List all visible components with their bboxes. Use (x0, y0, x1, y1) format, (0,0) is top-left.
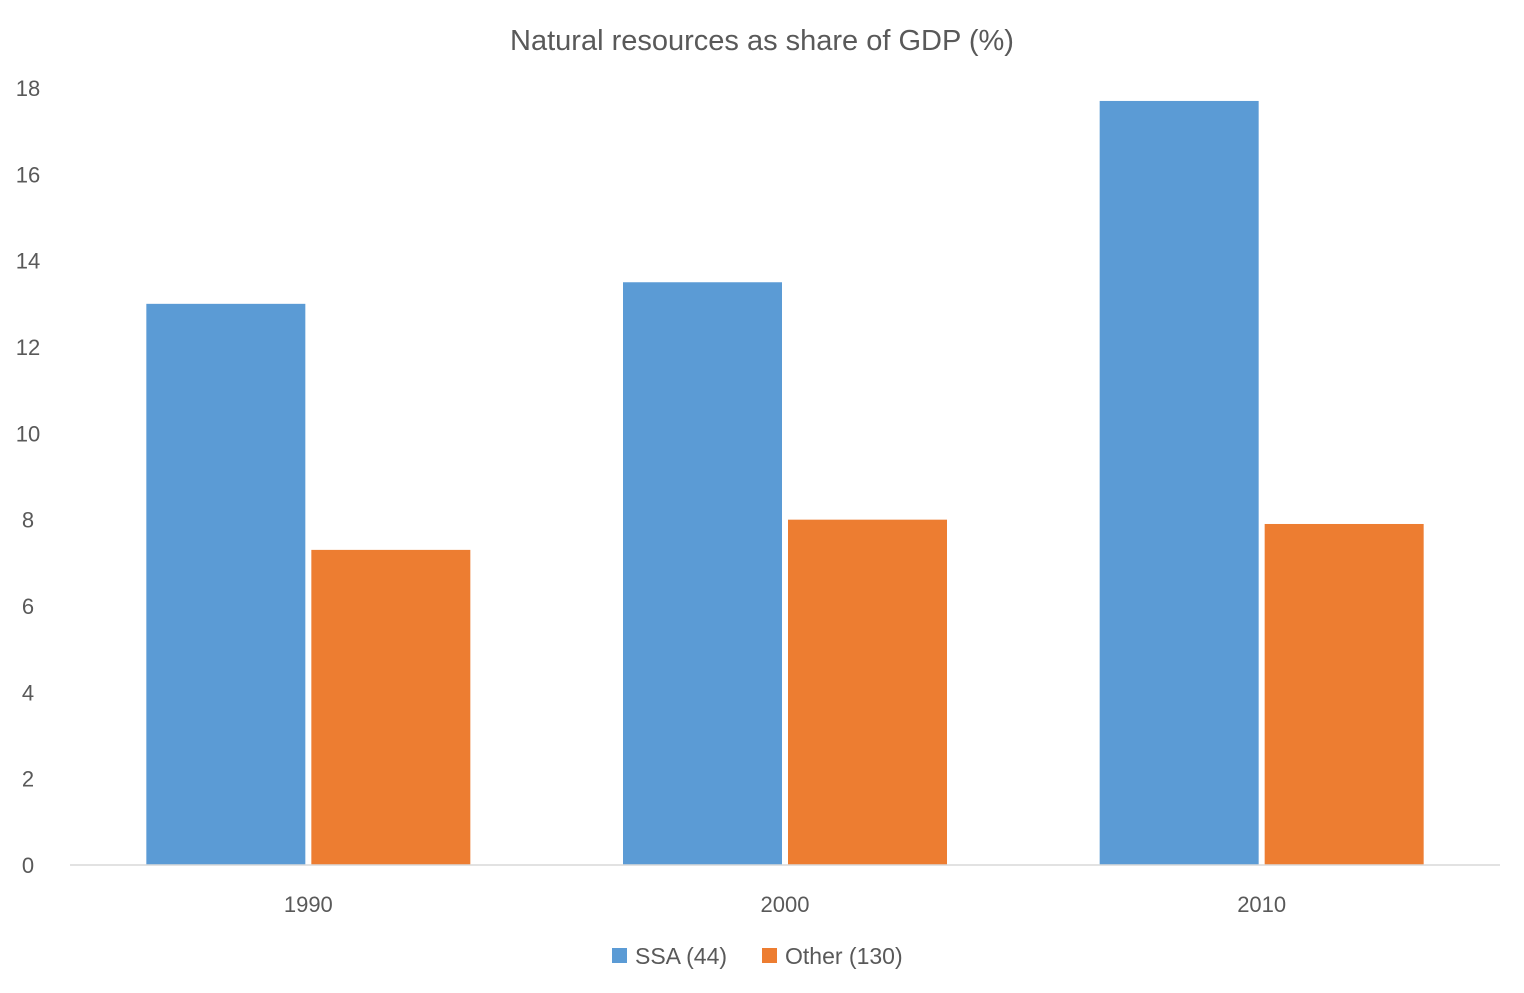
y-tick-label: 8 (22, 508, 34, 533)
x-tick-label: 1990 (284, 892, 333, 917)
y-tick-label: 4 (22, 680, 34, 705)
y-tick-label: 12 (16, 335, 40, 360)
y-tick-label: 18 (16, 76, 40, 101)
x-tick-label: 2000 (761, 892, 810, 917)
y-tick-label: 0 (22, 853, 34, 878)
y-tick-label: 10 (16, 421, 40, 446)
y-tick-label: 14 (16, 249, 40, 274)
bar-ssa-1990 (146, 303, 306, 865)
x-tick-label: 2010 (1237, 892, 1286, 917)
legend: SSA (44) Other (130) (612, 943, 903, 969)
legend-swatch (612, 948, 627, 963)
bar-ssa-2010 (1099, 100, 1259, 865)
y-tick-label: 16 (16, 162, 40, 187)
y-axis-ticks: 0 2 4 6 8 10 12 14 16 18 (16, 76, 40, 878)
x-axis-ticks: 1990 2000 2010 (284, 892, 1286, 917)
bars (146, 100, 1424, 865)
bar-ssa-2000 (623, 282, 782, 865)
legend-swatch (762, 948, 777, 963)
bar-other-2000 (788, 519, 947, 865)
bar-other-1990 (311, 549, 471, 865)
chart-title: Natural resources as share of GDP (%) (510, 25, 1014, 57)
bar-other-2010 (1264, 523, 1424, 865)
legend-label: SSA (44) (635, 943, 727, 969)
y-tick-label: 2 (22, 767, 34, 792)
y-tick-label: 6 (22, 594, 34, 619)
legend-label: Other (130) (785, 943, 903, 969)
